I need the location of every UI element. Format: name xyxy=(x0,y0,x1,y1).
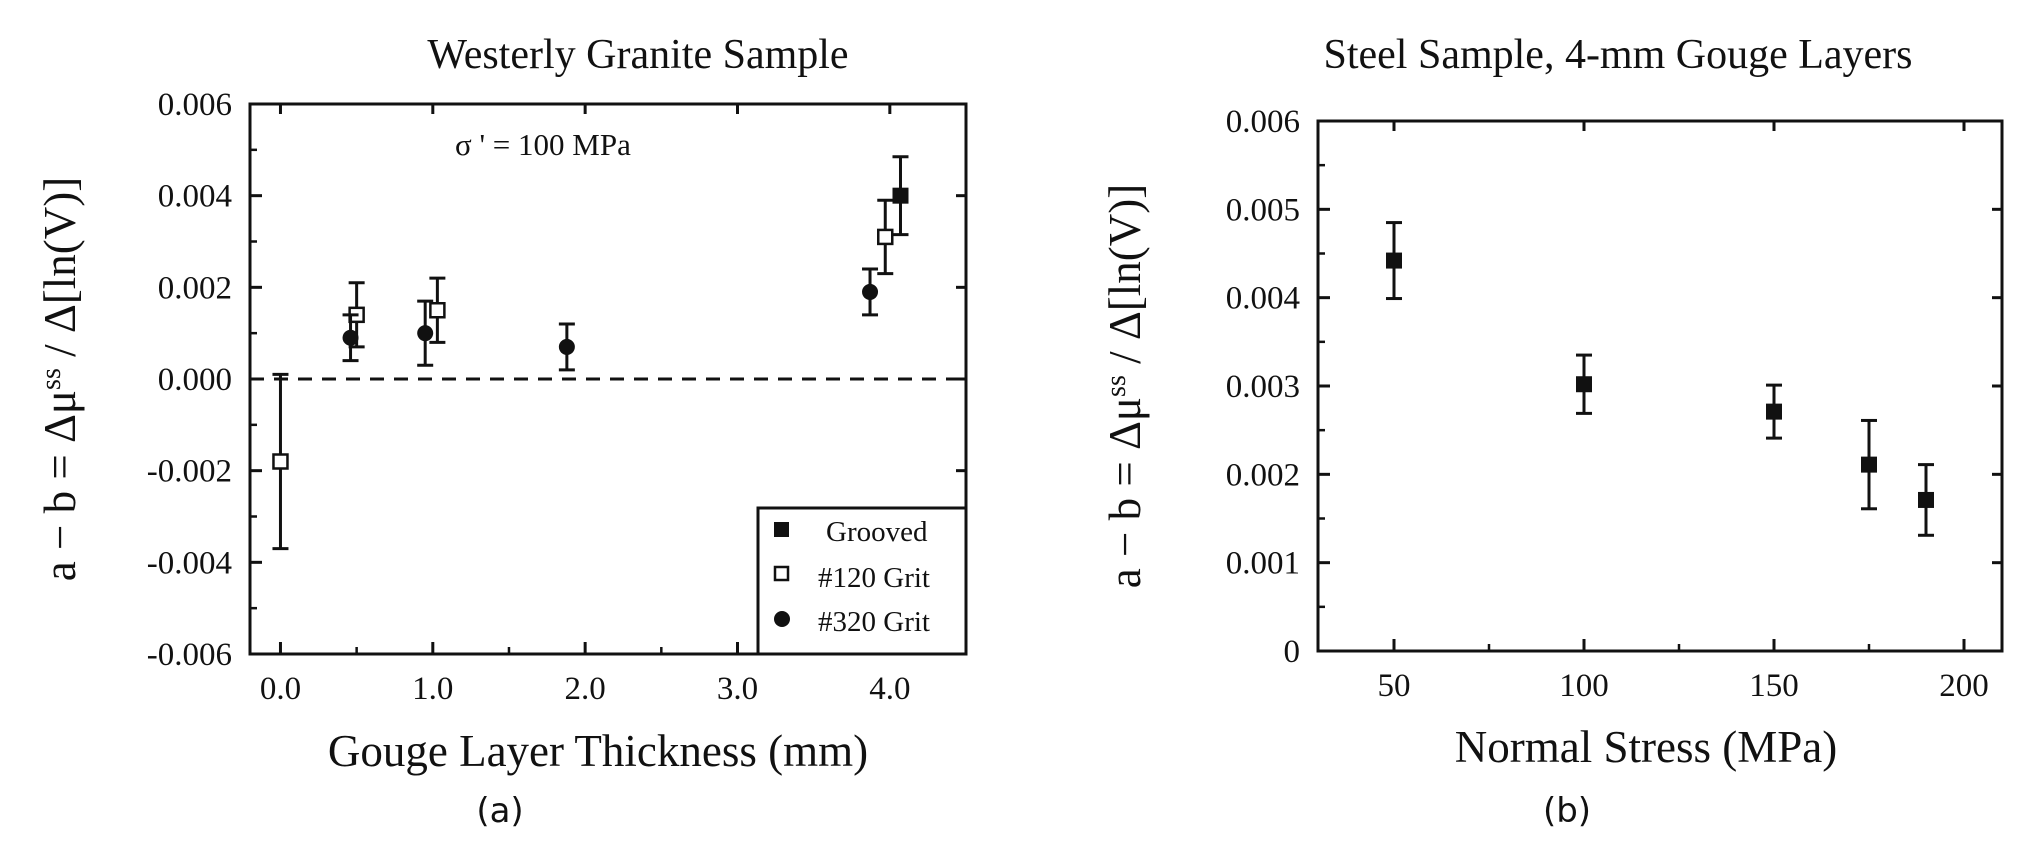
chart-a-y-tick-label: -0.004 xyxy=(147,545,232,581)
legend-label-320-grit: #320 Grit xyxy=(818,606,930,638)
filled-square-marker xyxy=(1576,376,1592,393)
legend-marker-grooved xyxy=(774,522,789,537)
chart-a-title: Westerly Granite Sample xyxy=(427,32,848,78)
chart-a-legend: Grooved #120 Grit #320 Grit xyxy=(756,506,968,656)
chart-b-y-label-superscript: ss xyxy=(1101,375,1132,397)
filled-square-marker xyxy=(1766,403,1782,420)
chart-a-y-tick-label: 0.000 xyxy=(158,362,232,398)
chart-b-x-tick-label: 200 xyxy=(1939,668,1989,704)
legend-marker-320-grit xyxy=(774,611,790,627)
legend-label-grooved: Grooved xyxy=(826,516,928,548)
chart-b-y-tick-label: 0.006 xyxy=(1226,104,1300,140)
chart-a-y-tick-label: 0.004 xyxy=(158,179,232,215)
chart-a-y-label-text: a − b = Δμss / Δ[ln(V)] xyxy=(35,177,85,581)
chart-b-y-tick-label: 0.004 xyxy=(1226,281,1300,317)
open-square-marker xyxy=(272,453,289,470)
chart-a-point-120-grit xyxy=(272,372,289,551)
chart-a-point-320-grit xyxy=(342,313,359,363)
chart-b-subtitle: (b) xyxy=(1543,791,1591,831)
chart-b-x-axis: 50 100 150 200 xyxy=(1378,121,1989,704)
chart-b-y-tick-label: 0.002 xyxy=(1226,457,1300,493)
chart-a-y-tick-label: -0.006 xyxy=(147,637,232,673)
chart-a-y-axis: -0.006 -0.004 -0.002 0.000 0.002 0.004 0.006 xyxy=(147,87,966,673)
open-square-marker xyxy=(877,228,894,246)
chart-b-point-steel xyxy=(1576,353,1592,415)
chart-b-y-label-tail: / Δ[ln(V)] xyxy=(1100,184,1150,375)
chart-b-y-tick-label: 0.003 xyxy=(1226,369,1300,405)
filled-circle-marker xyxy=(862,283,879,300)
chart-a-x-axis: 0.0 1.0 2.0 3.0 4.0 xyxy=(260,104,910,707)
chart-a-point-320-grit xyxy=(417,299,434,367)
chart-b-data-points xyxy=(1386,221,1934,537)
chart-a-legend-box xyxy=(756,506,968,656)
chart-panel-b: Steel Sample, 4-mm Gouge Layers 0 0.001 0.… xyxy=(1100,32,2004,831)
chart-a-y-tick-label: -0.002 xyxy=(147,454,232,490)
chart-a-x-tick-label: 4.0 xyxy=(869,671,910,707)
filled-circle-marker xyxy=(417,325,434,342)
legend-label-120-grit: #120 Grit xyxy=(818,562,930,594)
chart-a-y-label: a − b = Δμss / Δ[ln(V)] xyxy=(35,177,85,581)
chart-a-y-tick-label: 0.006 xyxy=(158,87,232,123)
chart-a-point-320-grit xyxy=(862,267,879,317)
chart-a-x-tick-label: 2.0 xyxy=(565,671,606,707)
chart-b-y-tick-label: 0.001 xyxy=(1226,546,1300,582)
chart-a-point-120-grit xyxy=(877,198,894,276)
filled-square-marker xyxy=(1386,252,1402,269)
legend-marker-120-grit xyxy=(773,565,790,582)
open-square-marker xyxy=(429,302,446,319)
chart-a-x-tick-label: 1.0 xyxy=(412,671,453,707)
chart-b-y-tick-label: 0.005 xyxy=(1226,192,1300,228)
chart-b-point-steel xyxy=(1766,383,1782,440)
filled-square-marker xyxy=(1918,491,1934,508)
chart-a-data-points xyxy=(272,155,909,551)
chart-a-x-label: Gouge Layer Thickness (mm) xyxy=(328,726,868,776)
chart-a-annotation: σ ' = 100 MPa xyxy=(455,127,631,162)
chart-b-x-label: Normal Stress (MPa) xyxy=(1455,722,1837,772)
chart-a-point-grooved xyxy=(892,155,909,237)
chart-b-x-tick-label: 100 xyxy=(1559,668,1609,704)
chart-a-y-label-tail: / Δ[ln(V)] xyxy=(35,177,85,368)
filled-circle-marker xyxy=(342,329,359,346)
filled-square-marker xyxy=(892,187,909,204)
chart-b-point-steel xyxy=(1386,221,1402,301)
chart-panel-a: Westerly Granite Sample -0.006-0.004-0.0… xyxy=(35,32,968,831)
chart-b-plot-frame xyxy=(1316,119,2004,653)
chart-b-y-axis: 0 0.001 0.002 0.003 0.004 0.005 0.006 xyxy=(1226,104,2002,670)
chart-b-title: Steel Sample, 4-mm Gouge Layers xyxy=(1323,32,1912,78)
chart-b-y-label: a − b = Δμss / Δ[ln(V)] xyxy=(1100,184,1150,588)
chart-b-x-tick-label: 50 xyxy=(1378,668,1411,704)
chart-a-x-tick-label: 3.0 xyxy=(717,671,758,707)
chart-b-point-steel xyxy=(1861,418,1877,511)
filled-square-marker xyxy=(1861,456,1877,473)
chart-a-subtitle: (a) xyxy=(476,791,523,831)
chart-b-point-steel xyxy=(1918,463,1934,537)
chart-b-y-label-text: a − b = Δμss / Δ[ln(V)] xyxy=(1100,184,1150,588)
filled-circle-marker xyxy=(558,338,575,355)
chart-a-y-label-superscript: ss xyxy=(36,368,67,390)
chart-a-y-tick-label: 0.002 xyxy=(158,270,232,306)
chart-a-point-120-grit xyxy=(429,276,446,344)
chart-b-y-tick-label: 0 xyxy=(1284,634,1301,670)
chart-a-x-tick-label: 0.0 xyxy=(260,671,301,707)
chart-a-point-320-grit xyxy=(558,322,575,372)
chart-b-x-tick-label: 150 xyxy=(1749,668,1799,704)
